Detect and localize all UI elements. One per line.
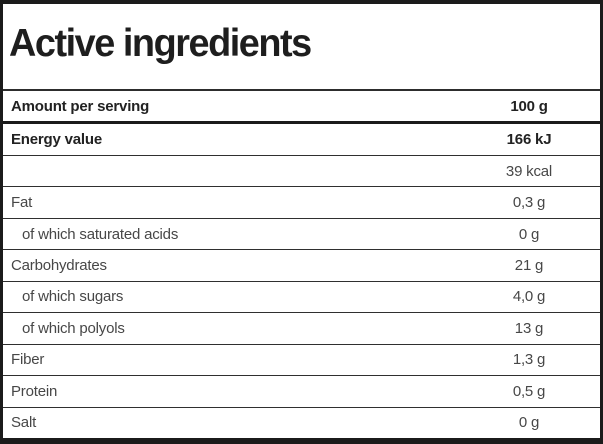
table-row: Fat 0,3 g (3, 187, 600, 219)
table-row: 39 kcal (3, 156, 600, 188)
row-value: 1,3 g (512, 351, 546, 369)
table-row: Salt 0 g (3, 408, 600, 438)
row-value: 166 kJ (506, 131, 552, 149)
row-label: Fiber (11, 351, 45, 369)
row-value: 13 g (514, 319, 544, 337)
row-label: Amount per serving (11, 97, 150, 115)
row-label: Fat (11, 194, 33, 212)
table-row: Amount per serving 100 g (3, 91, 600, 125)
row-label: of which saturated acids (22, 225, 179, 243)
table-row: Protein 0,5 g (3, 376, 600, 408)
row-value: 0,3 g (512, 194, 546, 212)
table-row: Fiber 1,3 g (3, 345, 600, 377)
table-row: of which sugars 4,0 g (3, 282, 600, 314)
row-label: Carbohydrates (11, 256, 107, 274)
row-label: Energy value (11, 131, 102, 149)
row-value: 0 g (518, 225, 540, 243)
row-label: of which polyols (22, 319, 125, 337)
table-row: Energy value 166 kJ (3, 124, 600, 156)
table-row: Carbohydrates 21 g (3, 250, 600, 282)
row-value: 0 g (518, 414, 540, 432)
row-value: 0,5 g (512, 382, 546, 400)
table-title: Active ingredients (9, 22, 312, 65)
row-value: 39 kcal (505, 162, 553, 180)
table-row: of which saturated acids 0 g (3, 219, 600, 251)
table-header: Active ingredients (3, 4, 600, 91)
row-value: 100 g (510, 97, 548, 115)
row-label: of which sugars (22, 288, 124, 306)
table-rows-container: Amount per serving 100 g Energy value 16… (3, 91, 600, 438)
row-label: Salt (11, 414, 37, 432)
row-value: 21 g (514, 256, 544, 274)
row-value: 4,0 g (512, 288, 546, 306)
table-row: of which polyols 13 g (3, 313, 600, 345)
row-label: Protein (11, 382, 58, 400)
